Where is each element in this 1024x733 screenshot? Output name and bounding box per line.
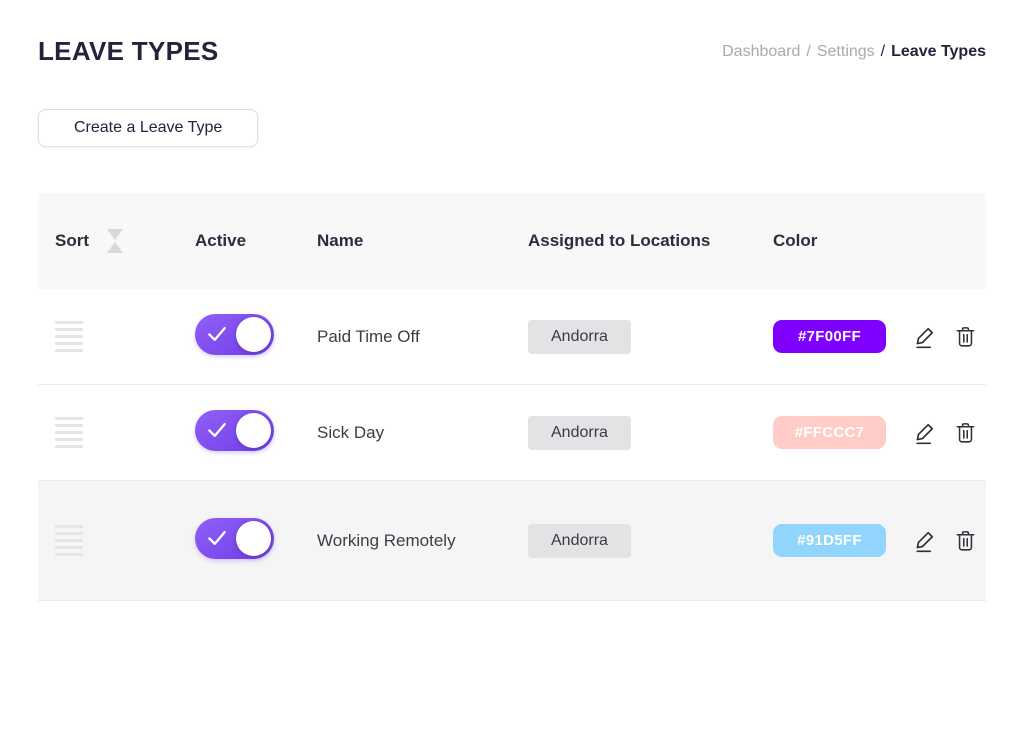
- edit-pencil-icon: [916, 327, 934, 349]
- location-chip: Andorra: [528, 319, 631, 354]
- toggle-knob: [236, 412, 271, 448]
- toggle-knob: [236, 520, 271, 556]
- leave-type-name: Sick Day: [317, 422, 385, 442]
- column-header-sort-label: Sort: [55, 231, 89, 250]
- table-header-row: Sort Active Name Assigned to Locations C…: [38, 193, 986, 289]
- trash-icon: [956, 422, 975, 443]
- leave-type-name: Working Remotely: [317, 530, 456, 550]
- column-header-sort: Sort: [55, 229, 195, 253]
- leave-types-table: Sort Active Name Assigned to Locations C…: [38, 193, 986, 601]
- location-chip: Andorra: [528, 523, 631, 558]
- delete-button[interactable]: [954, 420, 977, 446]
- check-icon: [206, 421, 228, 439]
- location-chip: Andorra: [528, 415, 631, 450]
- hourglass-sort-icon: [107, 229, 123, 253]
- drag-handle-icon[interactable]: [55, 524, 83, 557]
- active-toggle[interactable]: [195, 313, 274, 355]
- breadcrumb-separator: /: [806, 42, 811, 60]
- delete-button[interactable]: [954, 324, 977, 350]
- edit-button[interactable]: [913, 527, 938, 554]
- edit-button[interactable]: [913, 323, 938, 350]
- check-icon: [206, 325, 228, 343]
- create-leave-type-button[interactable]: Create a Leave Type: [38, 109, 259, 147]
- column-header-color: Color: [773, 231, 818, 250]
- leave-type-name: Paid Time Off: [317, 326, 420, 346]
- drag-handle-icon[interactable]: [55, 416, 83, 449]
- edit-pencil-icon: [916, 423, 934, 445]
- trash-icon: [956, 326, 975, 347]
- breadcrumb-dashboard[interactable]: Dashboard: [722, 42, 801, 60]
- trash-icon: [956, 530, 975, 551]
- toggle-knob: [236, 316, 271, 352]
- edit-pencil-icon: [916, 531, 934, 553]
- color-badge: #91D5FF: [773, 524, 886, 557]
- column-header-name: Name: [317, 231, 364, 250]
- drag-handle-icon[interactable]: [55, 320, 83, 353]
- color-badge: #FFCCC7: [773, 416, 886, 449]
- active-toggle[interactable]: [195, 517, 274, 559]
- table-row: Paid Time Off Andorra #7F00FF: [38, 289, 986, 385]
- page-header: LEAVE TYPES Dashboard / Settings / Leave Typ…: [38, 0, 986, 67]
- active-toggle[interactable]: [195, 409, 274, 451]
- check-icon: [206, 529, 228, 547]
- page-title: LEAVE TYPES: [38, 36, 219, 66]
- breadcrumb-separator: /: [880, 42, 886, 60]
- column-header-locations: Assigned to Locations: [528, 231, 711, 250]
- breadcrumb-current: Leave Types: [891, 42, 986, 60]
- table-row: Sick Day Andorra #FFCCC7: [38, 385, 986, 481]
- table-body: Paid Time Off Andorra #7F00FF: [38, 289, 986, 601]
- color-badge: #7F00FF: [773, 320, 886, 353]
- edit-button[interactable]: [913, 419, 938, 446]
- table-row: Working Remotely Andorra #91D5FF: [38, 481, 986, 601]
- breadcrumb-settings[interactable]: Settings: [816, 42, 875, 60]
- delete-button[interactable]: [954, 528, 977, 554]
- breadcrumb: Dashboard / Settings / Leave Types: [722, 43, 986, 61]
- column-header-active: Active: [195, 231, 247, 250]
